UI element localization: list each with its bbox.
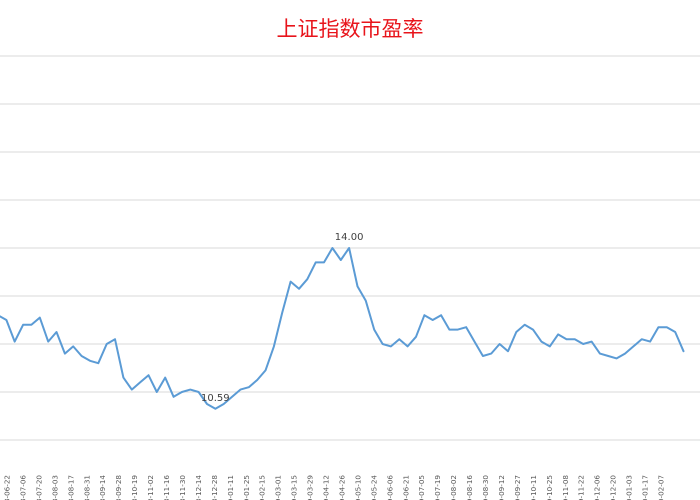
x-tick-label: 2019-04-26 <box>337 475 346 500</box>
x-tick-label: 2018-08-31 <box>82 475 91 500</box>
x-tick-label: 2019-08-30 <box>481 475 490 500</box>
x-tick-label: 2020-01-17 <box>641 475 650 500</box>
x-tick-label: 2019-07-05 <box>417 475 426 500</box>
x-tick-label: 2019-06-06 <box>385 475 394 500</box>
x-tick-label: 2020-02-07 <box>656 475 665 500</box>
x-tick-label: 2019-12-06 <box>593 475 602 500</box>
x-tick-label: 2018-10-19 <box>130 475 139 500</box>
x-tick-label: 2018-08-17 <box>66 475 75 500</box>
x-tick-label: 2019-10-11 <box>529 475 538 500</box>
x-tick-label: 2019-06-21 <box>401 475 410 500</box>
x-tick-label: 2019-04-12 <box>322 475 331 500</box>
x-tick-label: 2018-08-03 <box>50 475 59 500</box>
x-tick-label: 2019-12-20 <box>609 475 618 500</box>
x-tick-label: 2018-07-06 <box>18 475 27 500</box>
data-label: 14.00 <box>335 232 364 243</box>
x-tick-label: 2019-02-15 <box>258 475 267 500</box>
x-tick-label: 2019-08-16 <box>465 475 474 500</box>
x-tick-label: 2020-01-03 <box>625 475 634 500</box>
x-tick-label: 2018-11-16 <box>162 475 171 500</box>
x-tick-label: 2019-11-22 <box>577 475 586 500</box>
x-tick-label: 2019-03-15 <box>290 475 299 500</box>
x-tick-label: 2018-12-14 <box>194 475 203 500</box>
x-tick-label: 2018-09-14 <box>98 475 107 500</box>
x-tick-label: 2019-01-25 <box>242 475 251 500</box>
x-tick-label: 2018-11-30 <box>178 475 187 500</box>
series-layer <box>0 247 685 410</box>
x-tick-label: 2018-09-28 <box>114 475 123 500</box>
x-tick-label: 2019-03-01 <box>274 475 283 500</box>
x-tick-label: 2018-12-28 <box>210 475 219 500</box>
chart-title: 上证指数市盈率 <box>277 17 424 41</box>
x-tick-label: 2018-07-20 <box>34 475 43 500</box>
x-tick-label: 2019-10-25 <box>545 475 554 500</box>
x-tick-label: 2019-07-19 <box>433 475 442 500</box>
x-tick-label: 2018-06-22 <box>3 475 12 500</box>
x-tick-label: 2019-09-27 <box>513 475 522 500</box>
x-tick-label: 2018-11-02 <box>146 475 155 500</box>
data-labels: 10.59 14.00 <box>201 232 363 404</box>
x-tick-label: 2019-05-24 <box>369 475 378 500</box>
x-tick-label: 2019-08-02 <box>449 475 458 500</box>
data-label: 10.59 <box>201 393 230 404</box>
x-tick-label: 2019-01-11 <box>226 475 235 500</box>
x-tick-label: 2019-09-12 <box>497 475 506 500</box>
x-tick-label: 2019-05-10 <box>353 475 362 500</box>
series-line <box>0 247 685 410</box>
x-axis: 2018-06-22 2018-07-06 2018-07-20 2018-08-03… <box>3 475 666 500</box>
x-tick-label: 2019-11-08 <box>561 475 570 500</box>
x-tick-label: 2019-03-29 <box>306 475 315 500</box>
